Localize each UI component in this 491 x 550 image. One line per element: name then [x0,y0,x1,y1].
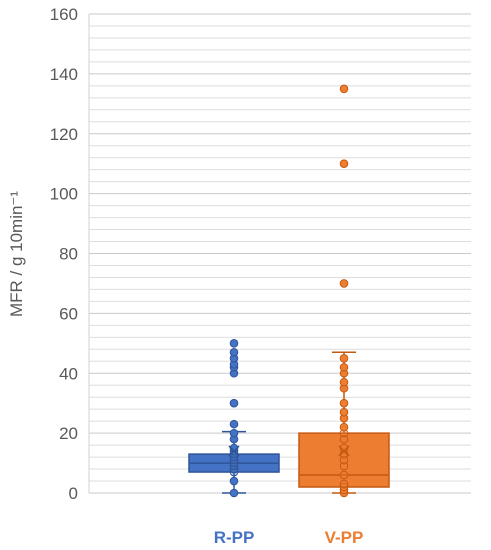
data-point [339,461,349,471]
y-tick-label: 0 [69,484,78,503]
y-axis-label: MFR / g 10min⁻¹ [7,191,26,317]
gridlines [88,13,471,494]
x-category-label: V-PP [325,528,364,547]
data-point [339,398,349,408]
mean-marker [338,445,350,457]
data-point [339,362,349,372]
data-point [339,159,349,168]
data-point [339,482,349,492]
y-tick-label: 120 [50,125,78,144]
y-tick-label: 40 [59,364,78,383]
data-point [339,353,349,363]
data-point [229,488,239,498]
data-point [339,470,349,480]
y-tick-label: 60 [59,304,78,323]
data-point [229,461,239,471]
y-tick-label: 20 [59,424,78,443]
x-category-label: R-PP [214,528,255,547]
data-point [229,467,239,477]
data-point [339,434,349,444]
data-point [229,464,239,474]
data-point [339,377,349,387]
mean-marker [228,445,240,457]
data-point [339,279,349,288]
data-point [339,84,349,94]
y-axis-tick-labels: 0 20 40 60 80 100 120 140 160 [50,5,78,503]
data-point [339,422,349,432]
data-point [229,419,239,429]
data-point [339,407,349,417]
data-point [339,485,349,495]
data-point [229,398,239,408]
y-tick-label: 100 [50,185,78,204]
x-axis-category-labels: R-PP V-PP [214,528,364,547]
data-point [229,455,239,465]
box-v-pp [298,84,390,498]
data-point [339,479,349,489]
y-tick-label: 80 [59,245,78,264]
box-series [188,84,390,498]
box-r-pp [188,339,280,498]
y-tick-label: 160 [50,5,78,24]
data-point [339,455,349,465]
data-point [229,476,239,486]
data-point [229,458,239,468]
data-point [229,347,239,357]
iqr-box [298,432,390,488]
data-point [229,428,239,438]
y-tick-label: 140 [50,65,78,84]
data-point [229,339,239,348]
